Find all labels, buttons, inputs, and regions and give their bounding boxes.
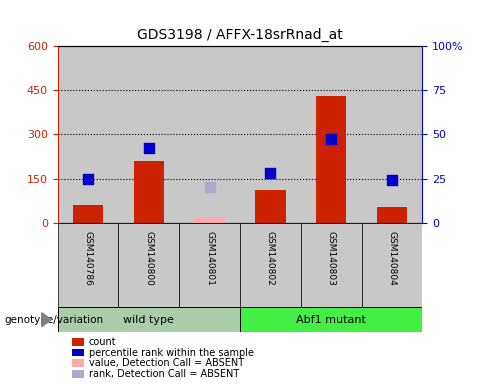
Text: GSM140802: GSM140802 bbox=[266, 231, 275, 286]
Bar bbox=[361, 46, 422, 223]
Point bbox=[266, 170, 274, 176]
Text: GSM140803: GSM140803 bbox=[327, 231, 336, 286]
Point bbox=[84, 175, 92, 182]
Bar bbox=[58, 307, 240, 332]
Bar bbox=[301, 223, 361, 307]
Point bbox=[206, 184, 214, 190]
Point bbox=[327, 136, 335, 142]
Bar bbox=[179, 223, 240, 307]
Bar bbox=[240, 46, 301, 223]
Text: GSM140804: GSM140804 bbox=[387, 231, 396, 286]
Bar bbox=[194, 217, 225, 223]
Bar bbox=[316, 96, 347, 223]
Bar bbox=[119, 223, 179, 307]
Title: GDS3198 / AFFX-18srRnad_at: GDS3198 / AFFX-18srRnad_at bbox=[137, 28, 343, 42]
Text: genotype/variation: genotype/variation bbox=[5, 314, 104, 325]
Bar bbox=[73, 205, 103, 223]
Text: GSM140800: GSM140800 bbox=[144, 231, 153, 286]
Bar bbox=[361, 223, 422, 307]
Bar bbox=[255, 190, 286, 223]
Text: value, Detection Call = ABSENT: value, Detection Call = ABSENT bbox=[89, 358, 244, 368]
Point bbox=[388, 177, 396, 183]
Bar bbox=[133, 161, 164, 223]
Text: percentile rank within the sample: percentile rank within the sample bbox=[89, 348, 254, 358]
Bar bbox=[179, 46, 240, 223]
Point bbox=[145, 144, 153, 151]
Text: count: count bbox=[89, 337, 117, 347]
Bar bbox=[119, 46, 179, 223]
Bar bbox=[58, 223, 119, 307]
Text: wild type: wild type bbox=[123, 314, 174, 325]
Text: Abf1 mutant: Abf1 mutant bbox=[296, 314, 366, 325]
Bar bbox=[377, 207, 407, 223]
Bar bbox=[240, 223, 301, 307]
Text: GSM140786: GSM140786 bbox=[84, 231, 93, 286]
Text: rank, Detection Call = ABSENT: rank, Detection Call = ABSENT bbox=[89, 369, 239, 379]
Bar bbox=[301, 46, 361, 223]
Text: GSM140801: GSM140801 bbox=[205, 231, 214, 286]
Bar bbox=[240, 307, 422, 332]
Bar bbox=[58, 46, 119, 223]
